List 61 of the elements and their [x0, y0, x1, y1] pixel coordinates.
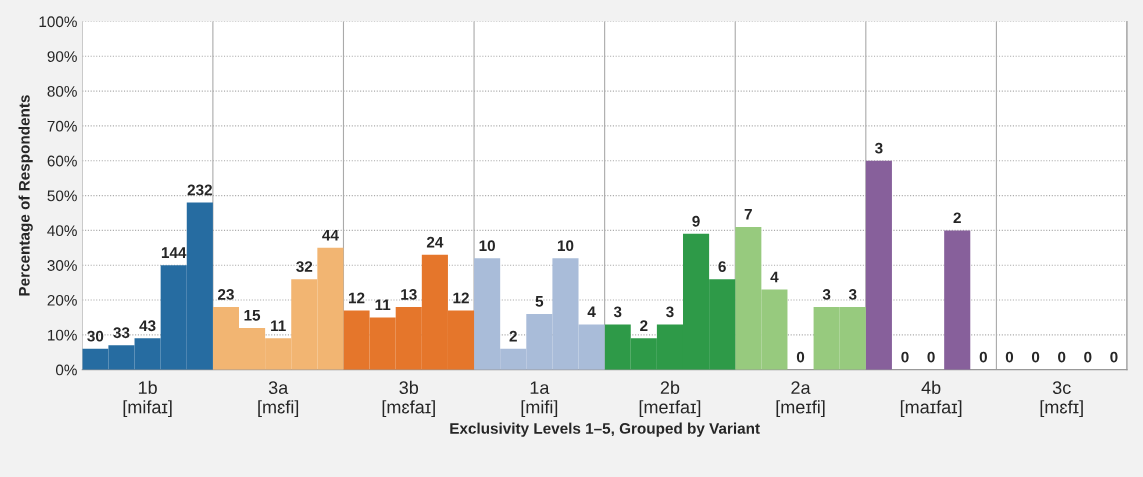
annotation: 12 — [349, 292, 365, 304]
x-tick-label: 2b [meɪfaɪ] — [639, 380, 701, 418]
annotation: 0 — [1031, 351, 1040, 363]
annotation: 11 — [375, 299, 391, 311]
annotation: 10 — [479, 240, 495, 252]
annotation: 30 — [87, 330, 104, 342]
annotation: 3 — [666, 306, 674, 318]
annotation: 3 — [848, 288, 857, 300]
annotation: 2 — [953, 212, 961, 224]
annotation: 0 — [1005, 351, 1014, 363]
annotation: 15 — [244, 310, 261, 321]
y-tick-label: 0% — [55, 364, 77, 376]
annotation: 2 — [640, 320, 648, 331]
annotation: 4 — [770, 271, 779, 283]
annotation: 5 — [535, 296, 544, 307]
annotation: 24 — [426, 236, 444, 248]
x-tick-label: 3a [mɛfi] — [258, 381, 299, 418]
y-axis-title: Percentage of Respondents — [18, 95, 33, 296]
annotation: 12 — [453, 292, 469, 304]
annotation: 13 — [401, 288, 417, 300]
annotation: 11 — [271, 320, 286, 331]
annotation: 0 — [1084, 351, 1092, 363]
y-tick-label: 30% — [47, 260, 77, 271]
annotation: 0 — [927, 351, 935, 363]
y-tick-label: 90% — [47, 51, 77, 62]
x-tick-label: 1a [mifi] — [521, 381, 558, 418]
y-tick-label: 60% — [47, 155, 77, 167]
annotation: 33 — [113, 327, 130, 339]
annotation: 3 — [613, 306, 622, 318]
annotation: 44 — [322, 229, 339, 241]
annotation: 232 — [187, 184, 212, 196]
annotation: 2 — [509, 330, 517, 342]
x-tick-label: 3b [mɛfaɪ] — [382, 380, 435, 418]
y-tick-label: 50% — [47, 190, 77, 202]
x-tick-label: 1b [mifaɪ] — [123, 380, 172, 418]
annotation: 0 — [901, 351, 909, 363]
annotation: 32 — [296, 261, 313, 272]
annotation: 23 — [217, 288, 234, 300]
annotation: 3 — [874, 142, 883, 154]
y-tick-label: 80% — [47, 85, 77, 97]
annotation: 3 — [822, 288, 831, 300]
annotation: 7 — [744, 209, 752, 220]
annotation: 9 — [692, 215, 700, 227]
y-tick-label: 20% — [47, 294, 77, 306]
annotation: 6 — [718, 261, 726, 272]
x-tick-label: 4b [maɪfaɪ] — [900, 380, 962, 418]
annotation: 4 — [587, 306, 596, 318]
annotation: 0 — [1110, 351, 1118, 363]
x-axis-title: Exclusivity Levels 1–5, Grouped by Variant — [450, 422, 760, 437]
y-tick-label: 40% — [47, 225, 77, 237]
y-tick-label: 70% — [47, 120, 77, 132]
y-tick-label: 100% — [39, 16, 77, 28]
x-tick-label: 3c [mɛfɪ] — [1040, 381, 1083, 418]
annotation: 10 — [557, 240, 574, 252]
annotation: 0 — [796, 351, 805, 363]
annotation: 0 — [1058, 351, 1066, 363]
annotation: 144 — [161, 247, 187, 258]
annotation: 0 — [979, 351, 987, 363]
x-tick-label: 2a [meɪfi] — [776, 381, 825, 418]
y-tick-label: 10% — [48, 329, 77, 341]
annotation: 43 — [139, 320, 156, 332]
